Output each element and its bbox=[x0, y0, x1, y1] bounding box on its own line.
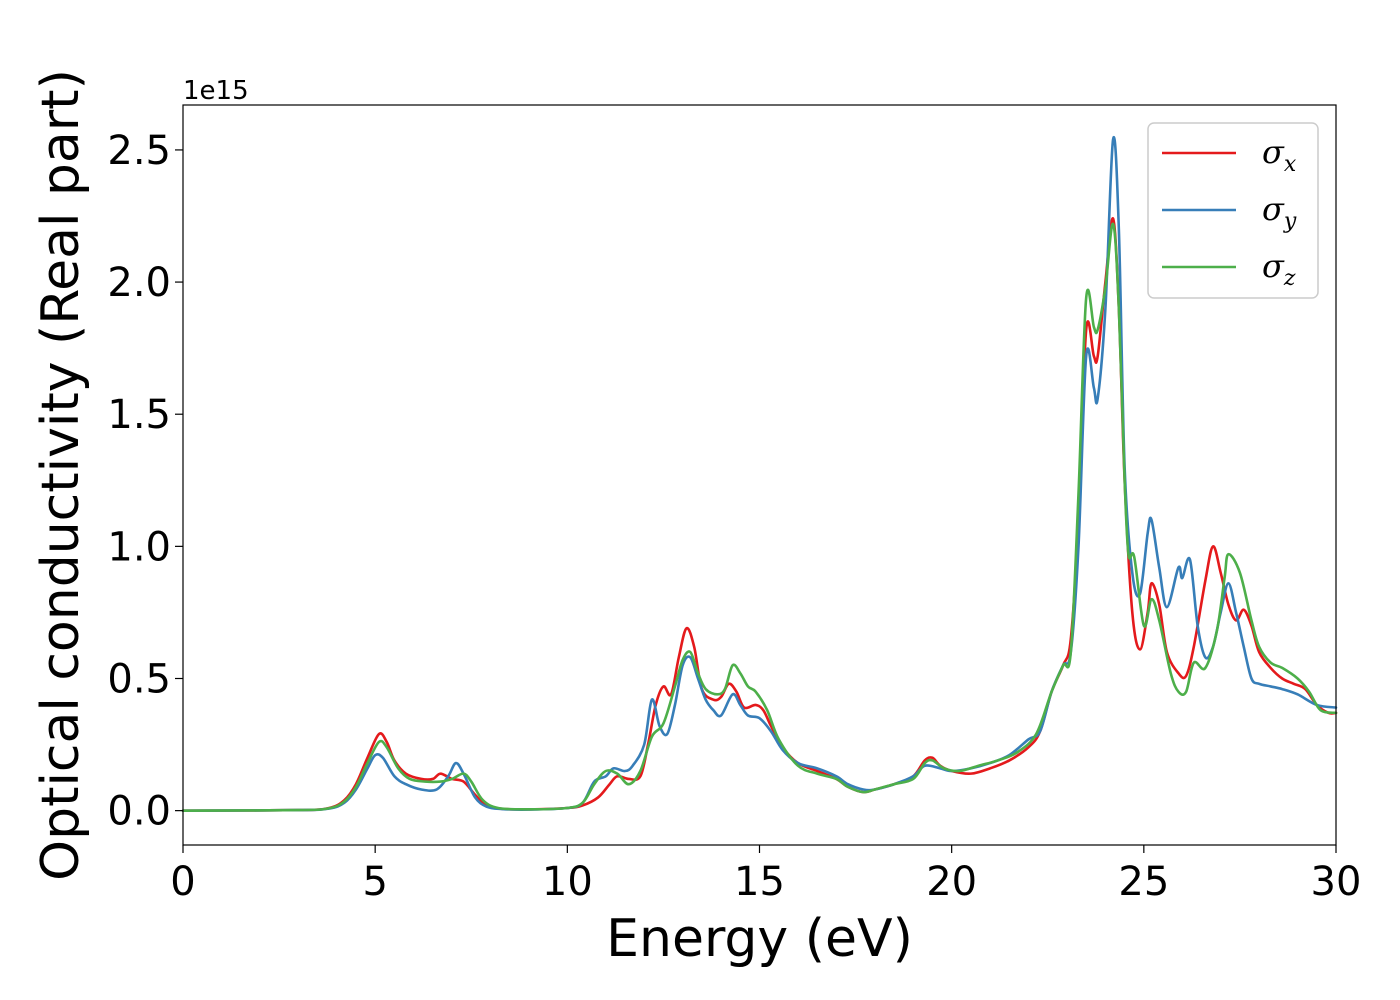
y-axis: 0.0 0.5 1.0 1.5 2.0 2.5 bbox=[107, 128, 183, 835]
legend-label-y: σy bbox=[1262, 190, 1297, 234]
series-lines bbox=[181, 135, 1338, 812]
x-tick-label: 10 bbox=[542, 859, 593, 905]
plot-background bbox=[183, 105, 1336, 845]
x-tick-label: 15 bbox=[734, 859, 785, 905]
y-tick-label: 0.5 bbox=[107, 657, 171, 703]
x-axis-title: Energy (eV) bbox=[606, 909, 913, 969]
x-tick-label: 20 bbox=[926, 859, 977, 905]
legend-label-x: σx bbox=[1262, 133, 1297, 177]
x-axis: 0 5 10 15 20 25 30 bbox=[170, 845, 1361, 905]
legend: σx σy σz bbox=[1147, 122, 1319, 299]
series-line-z bbox=[181, 222, 1338, 812]
legend-label-z: σz bbox=[1262, 247, 1296, 291]
x-tick-label: 0 bbox=[170, 859, 195, 905]
y-tick-label: 2.0 bbox=[107, 260, 171, 306]
x-tick-label: 5 bbox=[362, 859, 387, 905]
y-tick-label: 1.5 bbox=[107, 392, 171, 438]
x-tick-label: 25 bbox=[1118, 859, 1169, 905]
y-tick-label: 0.0 bbox=[107, 789, 171, 835]
y-axis-title: Optical conductivity (Real part) bbox=[31, 69, 91, 881]
x-tick-label: 30 bbox=[1311, 859, 1362, 905]
y-offset-text: 1e15 bbox=[183, 76, 249, 106]
y-tick-label: 2.5 bbox=[107, 128, 171, 174]
y-tick-label: 1.0 bbox=[107, 524, 171, 570]
